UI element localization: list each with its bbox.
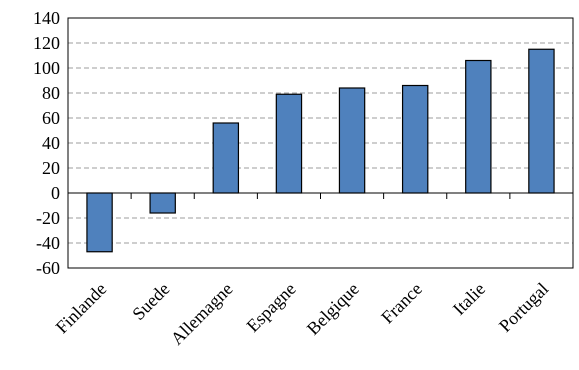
y-tick-label: 20: [42, 158, 60, 178]
x-category-label: Finlande: [52, 279, 111, 338]
y-tick-label: 80: [42, 83, 60, 103]
plot-area-frame: [67, 17, 574, 269]
y-tick-label: 100: [33, 58, 60, 78]
x-category-label: Italie: [449, 279, 489, 319]
y-tick-label: -60: [36, 258, 60, 278]
bar-france: [401, 84, 429, 194]
x-category-label: Espagne: [243, 279, 300, 336]
y-tick-label: 0: [51, 183, 60, 203]
y-axis-tick-labels: -60 -40 -20 0 20 40 60 80 100 120 140: [33, 8, 60, 278]
bar-belgique: [338, 87, 366, 194]
y-tick-label: 120: [33, 33, 60, 53]
y-tick-label: -40: [36, 233, 60, 253]
gridlines: [68, 42, 573, 244]
bar-espagne: [275, 93, 303, 194]
y-tick-label: 40: [42, 133, 60, 153]
bar-finlande: [86, 192, 113, 253]
bar-italie: [465, 59, 492, 194]
x-category-label: Belgique: [303, 279, 363, 339]
bar-allemagne: [212, 122, 240, 194]
y-tick-label: -20: [36, 208, 60, 228]
y-tick-label: 60: [42, 108, 60, 128]
x-category-label: France: [377, 279, 426, 328]
bar-suede: [149, 192, 176, 214]
x-category-label: Portugal: [495, 279, 552, 336]
x-category-label: Allemagne: [167, 279, 237, 349]
bars: [86, 48, 555, 253]
bar-portugal: [528, 48, 555, 194]
x-axis-ticks: [67, 193, 574, 199]
x-category-label: Suede: [128, 279, 173, 324]
y-tick-label: 140: [33, 8, 60, 28]
